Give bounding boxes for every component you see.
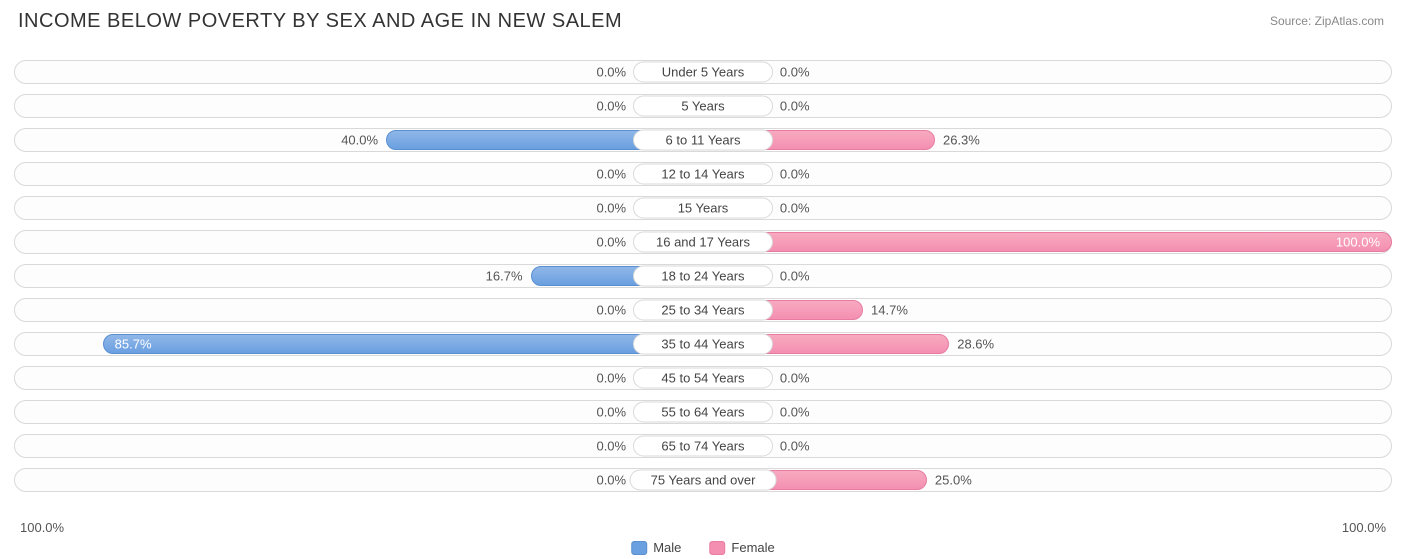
source-attribution: Source: ZipAtlas.com <box>1270 14 1384 28</box>
chart-title: INCOME BELOW POVERTY BY SEX AND AGE IN N… <box>18 10 622 33</box>
age-group-label: 12 to 14 Years <box>633 164 773 185</box>
age-group-label: 65 to 74 Years <box>633 436 773 457</box>
male-value-label: 0.0% <box>596 473 626 488</box>
male-value-label: 0.0% <box>596 65 626 80</box>
male-value-label: 0.0% <box>596 303 626 318</box>
male-value-label: 16.7% <box>486 269 523 284</box>
age-group-label: 16 and 17 Years <box>633 232 773 253</box>
age-group-label: Under 5 Years <box>633 62 773 83</box>
age-group-label: 55 to 64 Years <box>633 402 773 423</box>
legend: Male Female <box>631 540 775 555</box>
age-group-label: 15 Years <box>633 198 773 219</box>
female-value-label: 0.0% <box>780 439 810 454</box>
female-value-label: 28.6% <box>957 337 994 352</box>
legend-female: Female <box>709 540 774 555</box>
male-value-label: 0.0% <box>596 201 626 216</box>
chart-row: 18 to 24 Years 16.7% 0.0% <box>14 260 1392 292</box>
female-value-label: 0.0% <box>780 201 810 216</box>
chart-row: 55 to 64 Years 0.0% 0.0% <box>14 396 1392 428</box>
axis-left-label: 100.0% <box>20 520 64 535</box>
chart-row: 12 to 14 Years 0.0% 0.0% <box>14 158 1392 190</box>
chart-row: 35 to 44 Years 85.7% 28.6% <box>14 328 1392 360</box>
axis-right-label: 100.0% <box>1342 520 1386 535</box>
chart-row: 25 to 34 Years 0.0% 14.7% <box>14 294 1392 326</box>
male-swatch-icon <box>631 541 647 555</box>
male-bar <box>103 334 703 354</box>
diverging-bar-chart: Under 5 Years 0.0% 0.0% 5 Years 0.0% 0.0% 6 to… <box>14 56 1392 515</box>
chart-row: 5 Years 0.0% 0.0% <box>14 90 1392 122</box>
male-value-label: 40.0% <box>341 133 378 148</box>
age-group-label: 75 Years and over <box>630 470 777 491</box>
chart-row: 15 Years 0.0% 0.0% <box>14 192 1392 224</box>
female-value-label: 26.3% <box>943 133 980 148</box>
chart-row: 75 Years and over 0.0% 25.0% <box>14 464 1392 496</box>
male-value-label: 0.0% <box>596 167 626 182</box>
legend-male-label: Male <box>653 540 681 555</box>
chart-row: 16 and 17 Years 0.0% 100.0% <box>14 226 1392 258</box>
chart-row: 6 to 11 Years 40.0% 26.3% <box>14 124 1392 156</box>
age-group-label: 6 to 11 Years <box>633 130 773 151</box>
male-value-label: 0.0% <box>596 405 626 420</box>
male-value-label: 85.7% <box>115 337 152 352</box>
age-group-label: 35 to 44 Years <box>633 334 773 355</box>
male-value-label: 0.0% <box>596 99 626 114</box>
legend-female-label: Female <box>731 540 774 555</box>
chart-row: Under 5 Years 0.0% 0.0% <box>14 56 1392 88</box>
female-bar <box>703 232 1392 252</box>
chart-row: 45 to 54 Years 0.0% 0.0% <box>14 362 1392 394</box>
age-group-label: 18 to 24 Years <box>633 266 773 287</box>
age-group-label: 25 to 34 Years <box>633 300 773 321</box>
male-value-label: 0.0% <box>596 439 626 454</box>
female-value-label: 0.0% <box>780 167 810 182</box>
female-value-label: 100.0% <box>1336 235 1380 250</box>
chart-row: 65 to 74 Years 0.0% 0.0% <box>14 430 1392 462</box>
female-value-label: 0.0% <box>780 371 810 386</box>
age-group-label: 45 to 54 Years <box>633 368 773 389</box>
male-value-label: 0.0% <box>596 371 626 386</box>
female-swatch-icon <box>709 541 725 555</box>
female-value-label: 14.7% <box>871 303 908 318</box>
age-group-label: 5 Years <box>633 96 773 117</box>
female-value-label: 0.0% <box>780 269 810 284</box>
female-value-label: 25.0% <box>935 473 972 488</box>
male-value-label: 0.0% <box>596 235 626 250</box>
female-value-label: 0.0% <box>780 65 810 80</box>
female-value-label: 0.0% <box>780 99 810 114</box>
legend-male: Male <box>631 540 681 555</box>
female-value-label: 0.0% <box>780 405 810 420</box>
